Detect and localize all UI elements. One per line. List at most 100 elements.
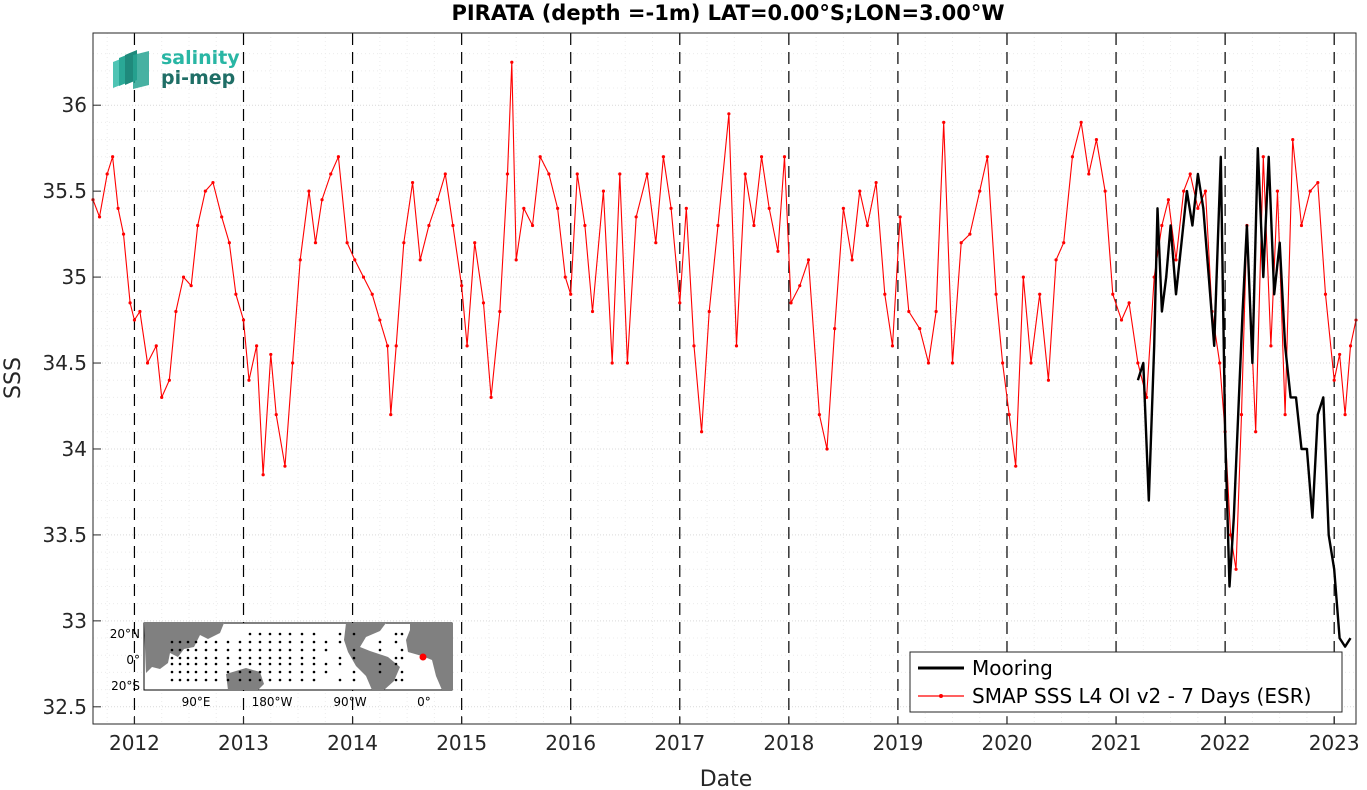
array-dot: [186, 656, 190, 660]
array-dot: [378, 662, 382, 666]
array-dot: [204, 670, 208, 674]
map-land-australia: [226, 668, 264, 690]
data-point-smap: [167, 378, 171, 382]
map-lon-label-0: 0°: [417, 695, 431, 709]
data-point-smap: [798, 284, 802, 288]
array-dot: [204, 640, 208, 644]
data-point-smap: [752, 223, 756, 228]
data-point-smap: [1291, 137, 1295, 142]
data-point-smap: [678, 301, 682, 305]
data-point-smap: [865, 223, 869, 228]
data-point-smap: [196, 223, 200, 228]
array-dot: [268, 678, 272, 682]
array-dot: [226, 656, 230, 660]
array-dot: [268, 656, 272, 660]
array-dot: [288, 662, 292, 666]
data-point-smap: [1182, 189, 1186, 193]
data-point-smap: [255, 344, 259, 348]
data-point-smap: [782, 155, 787, 159]
array-dot: [268, 648, 272, 652]
data-point-smap: [645, 172, 649, 176]
array-dot: [300, 662, 304, 666]
logo-stack-icon: [113, 50, 149, 89]
data-point-smap: [329, 172, 333, 176]
x-axis-label: Date: [700, 767, 753, 790]
data-point-smap: [716, 223, 720, 228]
array-dot: [288, 632, 292, 636]
x-tick-label: 2016: [545, 731, 596, 755]
map-lat-label-0: 0°: [126, 653, 140, 667]
array-dot: [214, 656, 218, 660]
array-dot: [288, 678, 292, 682]
x-tick-label: 2022: [1200, 731, 1251, 755]
array-dot: [288, 648, 292, 652]
array-dot: [186, 670, 190, 674]
array-dot: [238, 656, 242, 660]
data-point-smap: [669, 206, 673, 210]
data-point-smap: [817, 412, 821, 417]
data-point-smap: [427, 223, 431, 228]
data-point-smap: [320, 198, 324, 202]
data-point-smap: [1275, 189, 1280, 193]
data-point-smap: [234, 292, 238, 296]
array-dot: [238, 648, 242, 652]
array-dot: [178, 656, 182, 660]
array-dot: [238, 678, 242, 682]
data-point-smap: [189, 284, 193, 288]
data-point-smap: [985, 155, 989, 159]
array-dot: [178, 662, 182, 666]
data-point-smap: [174, 309, 178, 314]
array-dot: [300, 670, 304, 674]
array-dot: [248, 656, 252, 660]
x-tick-label: 2023: [1309, 731, 1360, 755]
array-dot: [352, 670, 356, 674]
data-point-smap: [727, 112, 731, 116]
data-point-smap: [1283, 412, 1287, 417]
data-point-smap: [1299, 223, 1304, 228]
array-dot: [338, 678, 342, 682]
data-point-smap: [1234, 567, 1238, 571]
data-point-smap: [211, 180, 215, 185]
data-point-smap: [203, 189, 207, 193]
array-dot: [238, 670, 242, 674]
array-dot: [268, 632, 272, 636]
data-point-smap: [283, 464, 287, 468]
array-dot: [170, 678, 174, 682]
data-point-smap: [522, 206, 526, 210]
array-dot: [394, 632, 398, 636]
data-point-smap: [514, 258, 518, 262]
data-point-smap: [1087, 172, 1091, 176]
array-dot: [394, 656, 398, 660]
array-dot: [400, 678, 404, 682]
data-point-smap: [841, 206, 845, 210]
data-point-smap: [625, 361, 630, 365]
array-dot: [194, 640, 198, 644]
array-dot: [278, 640, 282, 644]
data-point-smap: [1316, 180, 1320, 185]
data-point-smap: [934, 309, 938, 314]
array-dot: [226, 678, 230, 682]
array-dot: [170, 648, 174, 652]
chart-title: PIRATA (depth =-1m) LAT=0.00°S;LON=3.00°…: [451, 1, 1004, 25]
data-point-smap: [241, 318, 246, 322]
data-point-smap: [385, 344, 390, 348]
data-point-smap: [345, 241, 349, 245]
chart-legend: Mooring SMAP SSS L4 OI v2 - 7 Days (ESR): [909, 651, 1343, 713]
array-dot: [300, 632, 304, 636]
data-point-smap: [1007, 412, 1011, 417]
x-axis-ticks: 2012 2013 2014 2015 2016 2017 2018 2019 2020 2021…: [109, 716, 1360, 755]
data-point-smap: [154, 344, 158, 348]
x-tick-label: 2014: [327, 731, 378, 755]
array-dot: [312, 670, 316, 674]
array-dot: [186, 662, 190, 666]
array-dot: [226, 648, 230, 652]
array-dot: [258, 678, 262, 682]
map-lat-label-20s: 20°S: [111, 679, 140, 693]
array-dot: [238, 662, 242, 666]
x-tick-label: 2019: [872, 731, 923, 755]
map-lon-label-90e: 90°E: [182, 695, 211, 709]
data-point-smap: [1062, 241, 1066, 245]
array-dot: [194, 678, 198, 682]
x-tick-label: 2020: [982, 731, 1033, 755]
data-point-smap: [105, 172, 109, 176]
